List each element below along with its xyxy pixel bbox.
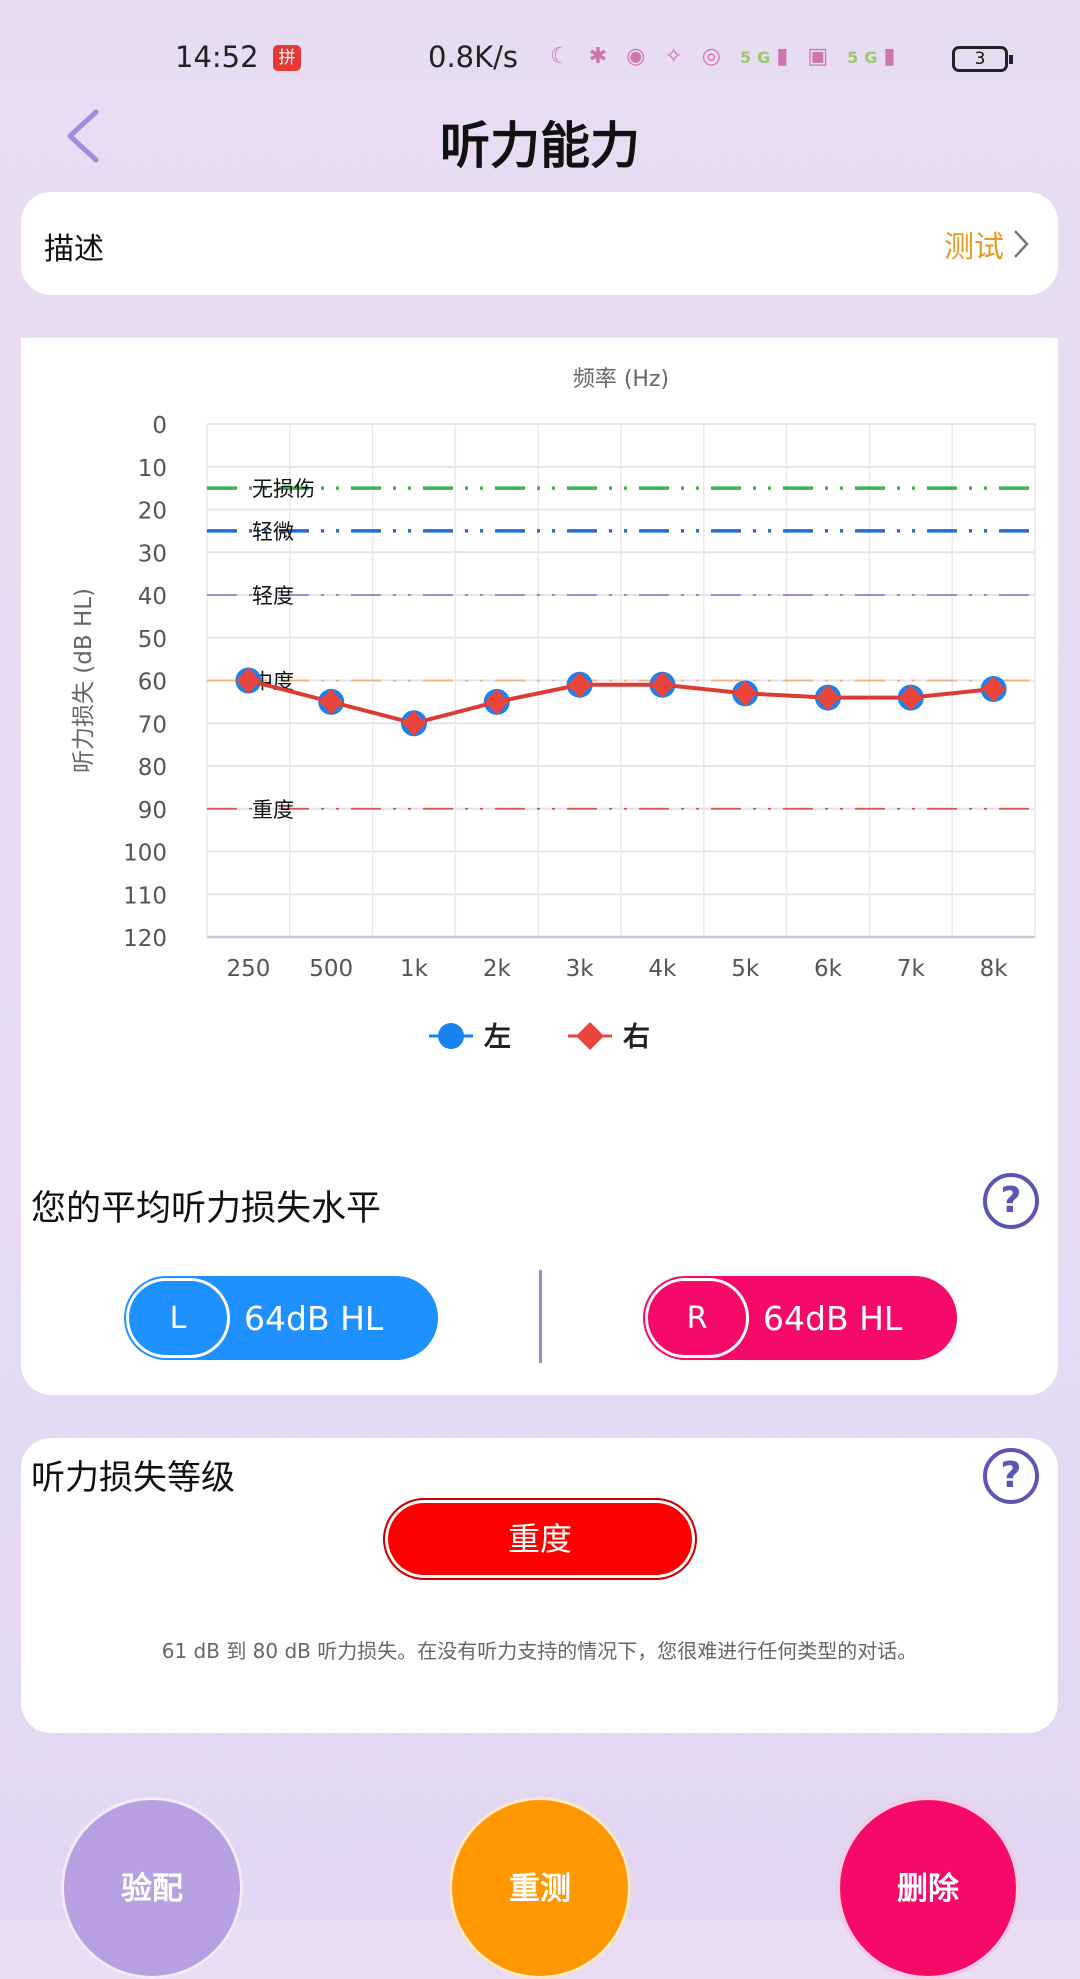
- y-tick-label: 0: [152, 413, 167, 439]
- network-speed: 0.8K/s: [428, 40, 519, 74]
- clock: 14:52: [175, 40, 259, 74]
- loss-level-title: 听力损失等级: [31, 1458, 235, 1498]
- reference-line-label: 重度: [252, 798, 294, 822]
- reference-line-label: 无损伤: [252, 477, 315, 501]
- test-link-label: 测试: [944, 230, 1004, 265]
- left-ear-average: L 64dB HL: [124, 1276, 438, 1360]
- right-ear-point: [981, 676, 1006, 703]
- y-tick-label: 110: [123, 883, 167, 909]
- y-tick-label: 30: [138, 541, 167, 567]
- audiogram-chart: 频率 (Hz) 听力损失 (dB HL) 0 10 20 30 40 50 60 70 80 90 10…: [71, 367, 1036, 1053]
- right-ear-label: R: [645, 1278, 749, 1358]
- y-tick-label: 120: [123, 926, 167, 952]
- legend-right-marker: [576, 1022, 604, 1050]
- x-tick-label: 3k: [566, 956, 595, 982]
- x-tick-label: 500: [309, 956, 353, 982]
- reference-line-label: 轻微: [252, 520, 294, 544]
- left-ear-label: L: [126, 1278, 230, 1358]
- right-ear-point: [319, 688, 344, 715]
- x-tick-label: 250: [226, 956, 270, 982]
- battery-icon: 3: [952, 46, 1013, 72]
- status-icons: ☾ ✱ ◉ ✧ ◎ 5G▮ ▣ 5G▮: [550, 44, 902, 69]
- input-method-badge: 拼: [273, 45, 301, 71]
- fitting-button[interactable]: 验配: [61, 1797, 243, 1979]
- chevron-right-icon: [1014, 230, 1029, 258]
- y-tick-label: 90: [138, 798, 167, 824]
- status-bar: 14:52 拼 0.8K/s ☾ ✱ ◉ ✧ ◎ 5G▮ ▣ 5G▮ 3: [0, 0, 1080, 82]
- x-tick-label: 1k: [400, 956, 429, 982]
- right-ear-value: 64dB HL: [763, 1298, 903, 1338]
- retest-button[interactable]: 重测: [449, 1797, 631, 1979]
- y-tick-label: 40: [138, 584, 167, 610]
- help-icon[interactable]: ?: [983, 1173, 1039, 1229]
- divider: [539, 1270, 542, 1363]
- legend-left-marker: [438, 1023, 464, 1049]
- x-tick-label: 7k: [897, 956, 926, 982]
- loss-level-card: 听力损失等级 ? 重度 61 dB 到 80 dB 听力损失。在没有听力支持的情…: [21, 1438, 1058, 1733]
- audiogram-card: 频率 (Hz) 听力损失 (dB HL) 0 10 20 30 40 50 60 70 80 90 10…: [21, 338, 1058, 1395]
- reference-line-label: 轻度: [252, 584, 294, 608]
- x-tick-label: 2k: [483, 956, 512, 982]
- right-ear-point: [816, 684, 840, 711]
- y-tick-label: 80: [138, 755, 167, 781]
- right-ear-point: [733, 680, 758, 707]
- y-tick-label: 100: [123, 841, 167, 867]
- y-tick-label: 60: [138, 670, 167, 696]
- legend-left-label: 左: [484, 1022, 511, 1053]
- right-ear-point: [898, 684, 923, 711]
- average-loss-title: 您的平均听力损失水平: [31, 1189, 382, 1229]
- y-tick-label: 70: [138, 712, 167, 738]
- description-row[interactable]: 描述 测试: [21, 192, 1058, 295]
- left-ear-value: 64dB HL: [244, 1298, 384, 1338]
- y-tick-label: 20: [138, 499, 167, 525]
- y-axis-label: 听力损失 (dB HL): [71, 588, 97, 773]
- x-tick-label: 4k: [648, 956, 677, 982]
- right-ear-line: [247, 678, 994, 726]
- legend-right-label: 右: [623, 1022, 650, 1053]
- right-ear-average: R 64dB HL: [643, 1276, 957, 1360]
- help-icon[interactable]: ?: [983, 1448, 1039, 1504]
- x-tick-label: 6k: [814, 956, 843, 982]
- right-ear-point: [236, 667, 261, 694]
- right-ear-point: [567, 671, 592, 698]
- y-tick-label: 10: [138, 456, 167, 482]
- page-title: 听力能力: [440, 117, 640, 175]
- loss-level-badge: 重度: [383, 1498, 697, 1580]
- x-tick-label: 5k: [731, 956, 760, 982]
- back-chevron-icon[interactable]: [60, 108, 104, 164]
- y-tick-label: 50: [138, 627, 167, 653]
- description-label: 描述: [44, 232, 104, 267]
- chart-title: 频率 (Hz): [573, 367, 669, 392]
- loss-level-description: 61 dB 到 80 dB 听力损失。在没有听力支持的情况下，您很难进行任何类型…: [161, 1639, 918, 1663]
- right-ear-point: [402, 710, 426, 737]
- test-link[interactable]: 测试: [944, 222, 1030, 266]
- x-tick-label: 8k: [980, 956, 1009, 982]
- right-ear-point: [650, 671, 675, 698]
- right-ear-point: [484, 688, 509, 715]
- delete-button[interactable]: 删除: [837, 1797, 1019, 1979]
